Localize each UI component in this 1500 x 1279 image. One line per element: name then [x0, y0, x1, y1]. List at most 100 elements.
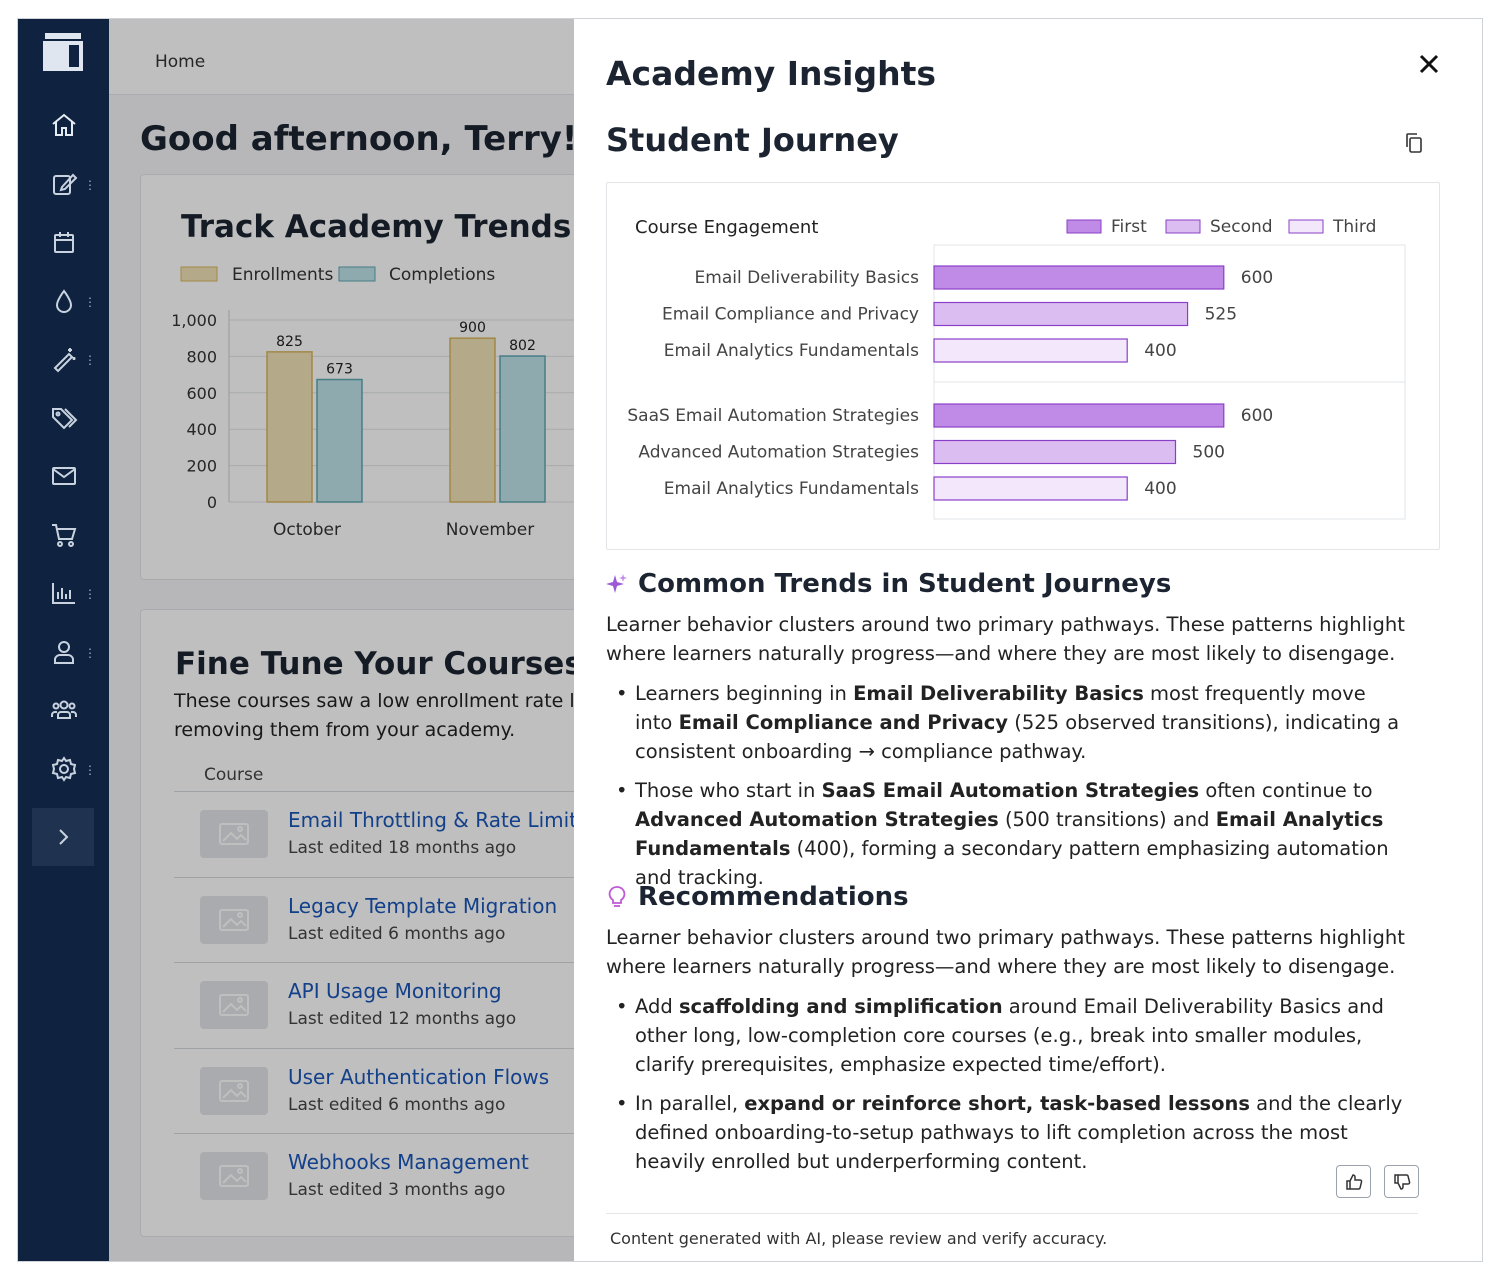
sidebar-item-reports[interactable]: [18, 573, 109, 613]
list-item: Learners beginning in Email Deliverabili…: [606, 679, 1406, 766]
data-label: 400: [1144, 479, 1176, 499]
copy-icon: [1406, 133, 1422, 153]
trends-card-title: Track Academy Trends: [181, 209, 572, 245]
course-meta: Last edited 18 months ago: [288, 838, 517, 858]
bar-chart-icon: [51, 583, 75, 604]
legend-label: Completions: [389, 265, 495, 285]
sidebar-item-settings[interactable]: [18, 749, 109, 789]
x-tick-label: November: [446, 520, 534, 540]
image-placeholder-icon: [200, 810, 268, 858]
app-window: ⋮ ⋮ ⋮ ⋮ ⋮: [17, 18, 1483, 1262]
sidebar-item-user[interactable]: [18, 632, 109, 672]
edit-icon: [52, 173, 77, 195]
course-column-header[interactable]: Course: [204, 765, 264, 785]
table-row[interactable]: User Authentication Flows Last edited 6 m…: [174, 1047, 594, 1133]
bar: [933, 476, 1128, 501]
more-icon[interactable]: ⋮: [84, 295, 96, 309]
course-link[interactable]: Webhooks Management: [288, 1150, 529, 1174]
bar-label: Email Analytics Fundamentals: [664, 341, 919, 361]
legend-swatch: [180, 266, 218, 282]
data-label: 500: [1193, 443, 1225, 463]
drop-icon: [55, 289, 72, 313]
calendar-icon: [53, 232, 74, 253]
sidebar-item-mail[interactable]: [18, 456, 109, 496]
image-placeholder-icon: [200, 1152, 268, 1200]
more-icon[interactable]: ⋮: [84, 646, 96, 660]
course-link[interactable]: User Authentication Flows: [288, 1064, 550, 1089]
sidebar-item-groups[interactable]: [18, 690, 109, 730]
modal-backdrop[interactable]: [109, 19, 574, 1261]
bar-label: Advanced Automation Strategies: [638, 443, 919, 463]
divider: [606, 1213, 1418, 1214]
course-link[interactable]: Legacy Template Migration: [288, 893, 558, 918]
list-item: Those who start in SaaS Email Automation…: [606, 776, 1406, 892]
more-icon[interactable]: ⋮: [84, 353, 96, 367]
close-button[interactable]: [1414, 49, 1444, 79]
app-logo-icon[interactable]: [43, 31, 83, 71]
data-label: 400: [1144, 341, 1176, 361]
course-link[interactable]: API Usage Monitoring: [288, 979, 502, 1003]
bar: [266, 351, 313, 503]
chevron-right-icon: [59, 829, 69, 845]
trends-list: Learners beginning in Email Deliverabili…: [606, 679, 1406, 902]
thumbs-up-icon: [1345, 1173, 1362, 1190]
table-row[interactable]: Email Throttling & Rate Limits Last edite…: [174, 791, 594, 876]
courses-card-title: Fine Tune Your Courses: [175, 646, 583, 682]
insights-panel: Academy Insights Student Journey Course …: [574, 19, 1482, 1261]
trends-card: Track Academy Trends Enrollments Completi…: [140, 174, 621, 580]
recommendations-heading: Recommendations: [606, 882, 909, 912]
table-row[interactable]: Webhooks Management Last edited 3 months …: [174, 1133, 594, 1218]
thumbs-up-button[interactable]: [1336, 1165, 1371, 1198]
courses-subtext: These courses saw a low enrollment rate …: [174, 687, 597, 745]
data-label: 600: [1241, 406, 1273, 426]
user-icon: [53, 641, 74, 664]
sidebar-item-magic[interactable]: [18, 339, 109, 379]
recommendations-heading-text: Recommendations: [638, 882, 909, 912]
bar: [933, 403, 1225, 428]
bar: [933, 338, 1128, 363]
sparkle-icon: [606, 574, 627, 593]
table-row[interactable]: Legacy Template Migration Last edited 6 m…: [174, 876, 594, 962]
more-icon[interactable]: ⋮: [84, 587, 96, 601]
sidebar-item-cart[interactable]: [18, 515, 109, 555]
legend-swatch: [338, 266, 376, 282]
legend-swatch: [1165, 219, 1201, 234]
gear-icon: [51, 756, 76, 782]
trends-heading-text: Common Trends in Student Journeys: [638, 569, 1172, 599]
thumbs-down-icon: [1393, 1173, 1410, 1190]
sidebar-item-drop[interactable]: [18, 281, 109, 321]
data-label: 673: [326, 362, 353, 378]
data-label: 600: [1241, 268, 1273, 288]
sidebar-item-home[interactable]: [18, 105, 109, 145]
thumbs-down-button[interactable]: [1384, 1165, 1419, 1198]
course-meta: Last edited 3 months ago: [288, 1180, 506, 1200]
course-link[interactable]: Email Throttling & Rate Limits: [288, 808, 588, 832]
courses-subtext-line: removing them from your academy.: [174, 719, 516, 741]
sidebar-item-calendar[interactable]: [18, 222, 109, 262]
sidebar-item-tags[interactable]: [18, 398, 109, 438]
breadcrumb-home[interactable]: Home: [155, 52, 206, 72]
copy-button[interactable]: [1400, 129, 1428, 157]
list-item: Add scaffolding and simplification aroun…: [606, 992, 1406, 1079]
more-icon[interactable]: ⋮: [84, 763, 96, 777]
bar: [933, 301, 1189, 327]
image-placeholder-icon: [200, 895, 268, 944]
chart-legend: Enrollments Completions: [180, 265, 495, 285]
trends-chart: Enrollments Completions 1,000 800 600 400 200 0…: [171, 265, 621, 540]
courses-subtext-line: These courses saw a low enrollment rate …: [174, 690, 597, 712]
sidebar-item-edit[interactable]: [18, 164, 109, 204]
tag-icon: [51, 408, 77, 430]
y-tick-label: 0: [207, 493, 217, 512]
bar-label: Email Deliverability Basics: [695, 268, 920, 288]
legend-label: Third: [1332, 217, 1376, 237]
home-icon: [51, 113, 76, 136]
data-label: 900: [459, 320, 486, 336]
more-icon[interactable]: ⋮: [84, 178, 96, 192]
group-icon: [50, 700, 77, 719]
table-row[interactable]: API Usage Monitoring Last edited 12 month…: [174, 962, 594, 1047]
mail-icon: [51, 467, 76, 485]
legend-label: Second: [1210, 217, 1273, 237]
recommendations-list: Add scaffolding and simplification aroun…: [606, 992, 1406, 1186]
legend-swatch: [1288, 219, 1324, 234]
expand-sidebar-button[interactable]: [32, 808, 94, 866]
